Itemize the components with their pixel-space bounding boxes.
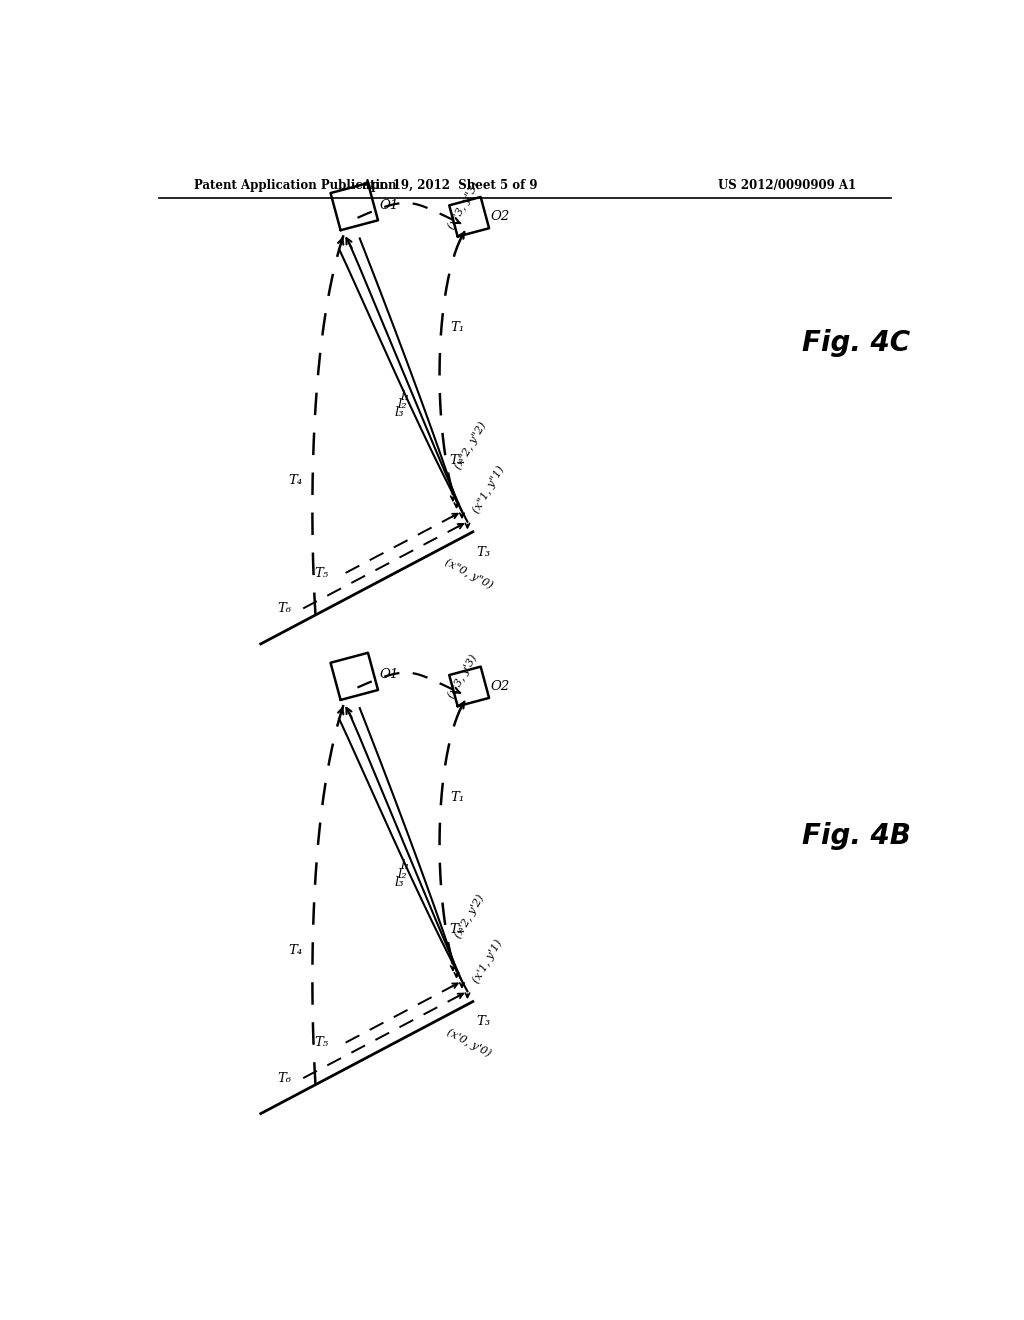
Text: US 2012/0090909 A1: US 2012/0090909 A1 bbox=[719, 178, 856, 191]
Text: l₃: l₃ bbox=[394, 407, 403, 420]
Text: T₃: T₃ bbox=[477, 545, 490, 558]
Text: (x"2, y"2): (x"2, y"2) bbox=[453, 420, 488, 471]
Text: T₂: T₂ bbox=[450, 924, 464, 936]
Text: O2: O2 bbox=[490, 680, 509, 693]
Text: T₂: T₂ bbox=[450, 454, 464, 467]
Text: (x'2, y'2): (x'2, y'2) bbox=[453, 894, 486, 940]
Text: Fig. 4C: Fig. 4C bbox=[803, 329, 910, 358]
Text: l₂: l₂ bbox=[397, 867, 407, 880]
Text: T₃: T₃ bbox=[477, 1015, 490, 1028]
Text: T₁: T₁ bbox=[451, 791, 465, 804]
Text: T₆: T₆ bbox=[278, 602, 292, 615]
Text: (x'3, y'3): (x'3, y'3) bbox=[445, 653, 479, 701]
Text: Fig. 4B: Fig. 4B bbox=[802, 822, 911, 850]
Text: (x"3, y"3): (x"3, y"3) bbox=[445, 180, 481, 231]
Text: T₆: T₆ bbox=[278, 1072, 292, 1085]
Text: T₄: T₄ bbox=[289, 944, 302, 957]
Text: l₁: l₁ bbox=[400, 859, 410, 873]
Text: T₄: T₄ bbox=[289, 474, 302, 487]
Text: T₅: T₅ bbox=[314, 1036, 329, 1049]
Text: (x'0, y'0): (x'0, y'0) bbox=[445, 1026, 493, 1059]
Text: l₁: l₁ bbox=[400, 389, 410, 403]
Text: (x"1, y"1): (x"1, y"1) bbox=[471, 465, 507, 516]
Text: Patent Application Publication: Patent Application Publication bbox=[194, 178, 396, 191]
Text: Apr. 19, 2012  Sheet 5 of 9: Apr. 19, 2012 Sheet 5 of 9 bbox=[361, 178, 538, 191]
Text: T₅: T₅ bbox=[314, 566, 329, 579]
Text: (x'1, y'1): (x'1, y'1) bbox=[471, 939, 505, 985]
Text: l₃: l₃ bbox=[394, 876, 403, 888]
Text: T₁: T₁ bbox=[451, 321, 465, 334]
Text: O1: O1 bbox=[379, 668, 398, 681]
Text: (x"0, y"0): (x"0, y"0) bbox=[443, 557, 495, 590]
Text: O1: O1 bbox=[379, 198, 398, 211]
Text: l₂: l₂ bbox=[397, 397, 407, 411]
Text: O2: O2 bbox=[490, 210, 509, 223]
